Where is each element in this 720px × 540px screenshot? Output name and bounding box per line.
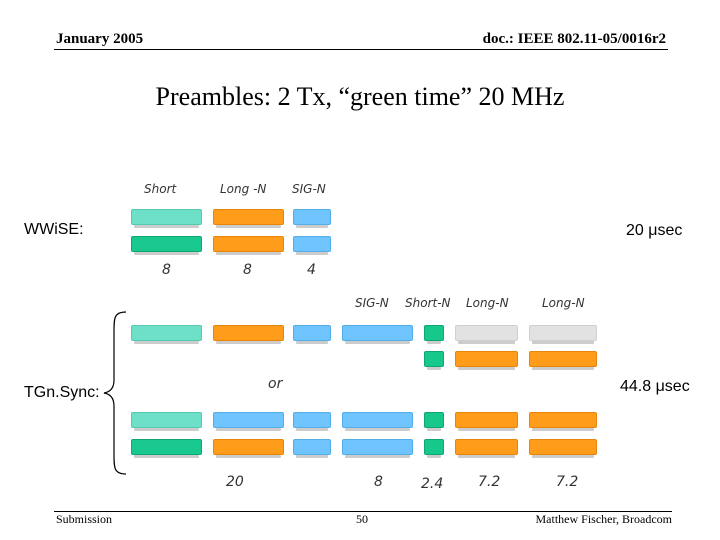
footer-submission: Submission bbox=[56, 512, 113, 526]
tgnsync-b-tx1-legacy-sig-block bbox=[293, 412, 331, 431]
brace-icon bbox=[103, 311, 127, 475]
wwise-tx1-short-block bbox=[131, 209, 202, 228]
wwise-tx1-sig-block bbox=[293, 209, 331, 228]
tgnsync-label-short-n: Short-N bbox=[405, 296, 451, 310]
wwise-duration-short: 8 bbox=[162, 262, 171, 278]
tgnsync-label: TGn.Sync: bbox=[24, 384, 100, 401]
tgnsync-a-tx2-long-n-1-block bbox=[455, 351, 518, 370]
tgnsync-label-sig-n: SIG-N bbox=[355, 296, 389, 310]
tgnsync-b-tx2-legacy-short-block bbox=[131, 439, 202, 458]
tgnsync-a-tx1-legacy-short-block bbox=[131, 325, 202, 344]
tgnsync-b-tx2-short-n-block bbox=[424, 439, 444, 458]
tgnsync-b-tx1-legacy-long-block bbox=[213, 412, 284, 431]
tgnsync-b-tx1-long-n-2-block bbox=[529, 412, 597, 431]
tgnsync-b-tx2-legacy-sig-block bbox=[293, 439, 331, 458]
header-doc-id: doc.: IEEE 802.11-05/0016r2 bbox=[482, 31, 666, 47]
tgnsync-or-label: or bbox=[268, 376, 283, 392]
footer-author: Matthew Fischer, Broadcom bbox=[535, 512, 673, 526]
tgnsync-total-duration: 44.8 μsec bbox=[620, 378, 690, 395]
footer-rule bbox=[54, 511, 672, 512]
tgnsync-a-tx1-long-n-2-placeholder bbox=[529, 325, 597, 344]
footer-page-number: 50 bbox=[356, 512, 368, 526]
header-date: January 2005 bbox=[56, 31, 144, 47]
tgnsync-b-tx2-long-n-1-block bbox=[455, 439, 518, 458]
tgnsync-a-tx1-legacy-sig-block bbox=[293, 325, 331, 344]
tgnsync-duration-long-n-1: 7.2 bbox=[478, 474, 501, 490]
wwise-tx2-short-block bbox=[131, 236, 202, 255]
tgnsync-a-tx1-long-n-1-placeholder bbox=[455, 325, 518, 344]
wwise-tx2-sig-block bbox=[293, 236, 331, 255]
tgnsync-duration-legacy: 20 bbox=[226, 474, 244, 490]
wwise-label-long-n: Long -N bbox=[220, 182, 267, 196]
wwise-duration-long: 8 bbox=[243, 262, 252, 278]
tgnsync-label-long-n-1: Long-N bbox=[466, 296, 509, 310]
tgnsync-a-tx2-short-n-block bbox=[424, 351, 444, 370]
tgnsync-a-tx1-legacy-long-block bbox=[213, 325, 284, 344]
tgnsync-duration-sig-n: 8 bbox=[374, 474, 383, 490]
wwise-label-short: Short bbox=[144, 182, 177, 196]
wwise-duration-sig: 4 bbox=[307, 262, 316, 278]
tgnsync-b-tx2-sig-n-block bbox=[342, 439, 413, 458]
wwise-tx2-long-block bbox=[213, 236, 284, 255]
tgnsync-a-tx2-long-n-2-block bbox=[529, 351, 597, 370]
wwise-tx1-long-block bbox=[213, 209, 284, 228]
tgnsync-b-tx1-short-n-block bbox=[424, 412, 444, 431]
wwise-total-duration: 20 μsec bbox=[626, 222, 683, 239]
tgnsync-a-tx1-short-n-block bbox=[424, 325, 444, 344]
tgnsync-duration-short-n: 2.4 bbox=[421, 476, 444, 492]
tgnsync-b-tx1-long-n-1-block bbox=[455, 412, 518, 431]
header-rule bbox=[54, 49, 668, 50]
tgnsync-b-tx1-legacy-short-block bbox=[131, 412, 202, 431]
tgnsync-duration-long-n-2: 7.2 bbox=[556, 474, 579, 490]
tgnsync-b-tx2-long-n-2-block bbox=[529, 439, 597, 458]
tgnsync-label-long-n-2: Long-N bbox=[542, 296, 585, 310]
slide-title: Preambles: 2 Tx, “green time” 20 MHz bbox=[155, 82, 565, 111]
tgnsync-b-tx2-legacy-long-block bbox=[213, 439, 284, 458]
wwise-label-sig-n: SIG-N bbox=[292, 182, 326, 196]
tgnsync-a-tx1-sig-n-block bbox=[342, 325, 413, 344]
wwise-label: WWiSE: bbox=[24, 221, 84, 238]
tgnsync-b-tx1-sig-n-block bbox=[342, 412, 413, 431]
